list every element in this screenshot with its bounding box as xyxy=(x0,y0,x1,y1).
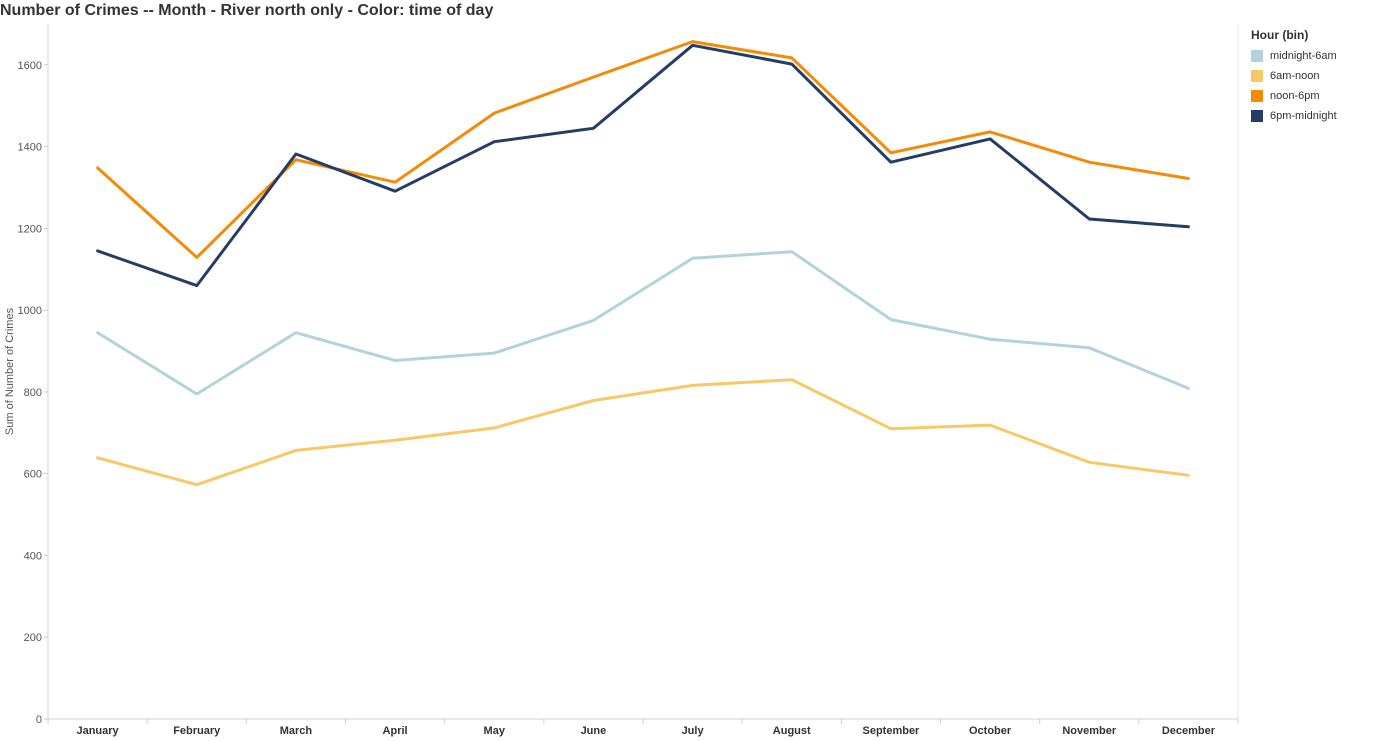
legend-swatch xyxy=(1251,110,1263,122)
legend-item-6pm-midnight[interactable]: 6pm-midnight xyxy=(1251,106,1381,126)
legend-item-6am-noon[interactable]: 6am-noon xyxy=(1251,66,1381,86)
legend: Hour (bin) midnight-6am 6am-noon noon-6p… xyxy=(1251,28,1381,126)
legend-label: noon-6pm xyxy=(1270,90,1320,102)
y-tick-label: 1000 xyxy=(18,305,42,317)
legend-item-midnight-6am[interactable]: midnight-6am xyxy=(1251,46,1381,66)
y-tick-label: 200 xyxy=(24,632,42,644)
x-tick-label: August xyxy=(773,725,811,737)
x-tick-label: July xyxy=(682,725,705,737)
x-tick-label: February xyxy=(173,725,221,737)
x-tick-label: January xyxy=(76,725,119,737)
y-tick-label: 1600 xyxy=(18,60,42,72)
legend-item-noon-6pm[interactable]: noon-6pm xyxy=(1251,86,1381,106)
x-tick-label: October xyxy=(969,725,1012,737)
y-tick-label: 1400 xyxy=(18,142,42,154)
y-tick-label: 800 xyxy=(24,387,42,399)
x-tick-label: April xyxy=(383,725,408,737)
series-lines xyxy=(96,40,1190,487)
y-tick-label: 0 xyxy=(36,714,42,726)
y-tick-label: 1200 xyxy=(18,223,42,235)
axes xyxy=(47,24,1239,720)
legend-swatch xyxy=(1251,50,1263,62)
x-tick-label: May xyxy=(484,725,506,737)
series-line-6pm-midnight xyxy=(96,43,1190,288)
legend-label: midnight-6am xyxy=(1270,50,1337,62)
legend-label: 6am-noon xyxy=(1270,70,1320,82)
y-axis-title: Sum of Number of Crimes xyxy=(4,307,16,435)
x-tick-label: March xyxy=(280,725,313,737)
y-tick-label: 400 xyxy=(24,550,42,562)
page-title: Number of Crimes -- Month - River north … xyxy=(0,2,494,19)
x-tick-label: September xyxy=(862,725,920,737)
series-line-midnight-6am xyxy=(96,250,1190,396)
legend-swatch xyxy=(1251,90,1263,102)
y-axis-ticks: 0 200 400 600 800 1000 1200 1400 1600 xyxy=(18,60,48,726)
x-tick-label: June xyxy=(581,725,607,737)
series-line-6am-noon xyxy=(96,378,1190,487)
legend-swatch xyxy=(1251,70,1263,82)
legend-title: Hour (bin) xyxy=(1251,28,1309,42)
series-line-noon-6pm xyxy=(96,40,1190,259)
x-tick-label: November xyxy=(1062,725,1117,737)
x-tick-label: December xyxy=(1162,725,1216,737)
x-axis-ticks: January February March April May June July Augu… xyxy=(47,719,1239,737)
y-tick-label: 600 xyxy=(24,469,42,481)
legend-label: 6pm-midnight xyxy=(1270,110,1337,122)
